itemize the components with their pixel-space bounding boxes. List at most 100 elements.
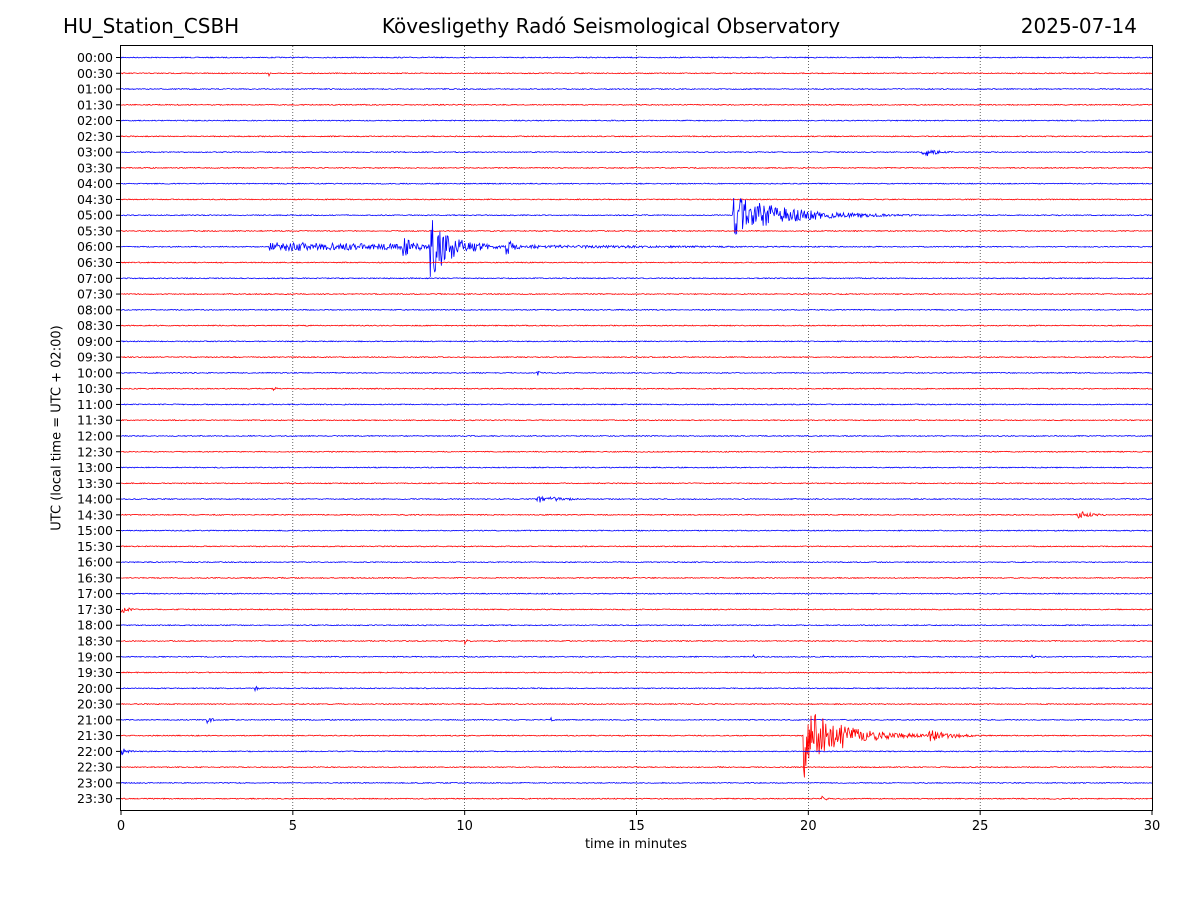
y-tick-label: 06:30: [77, 255, 113, 270]
x-tick-label: 30: [1144, 819, 1161, 834]
trace-1730: [120, 607, 1153, 613]
trace-1530: [120, 545, 1153, 548]
trace-1000: [120, 370, 1153, 376]
y-tick-label: 21:00: [77, 712, 113, 727]
trace-2300: [120, 781, 1153, 785]
trace-1100: [120, 403, 1153, 406]
trace-0400: [120, 182, 1152, 185]
trace-1200: [120, 434, 1153, 438]
trace-0000: [120, 56, 1153, 59]
trace-1800: [120, 624, 1153, 627]
y-tick-label: 10:30: [77, 381, 113, 396]
y-tick-label: 15:30: [77, 539, 113, 554]
trace-1600: [120, 560, 1153, 564]
trace-0430: [120, 198, 1153, 201]
trace-1330: [120, 482, 1153, 485]
y-tick-label: 04:00: [77, 176, 113, 191]
y-tick-label: 02:30: [77, 129, 113, 144]
y-tick-label: 01:00: [77, 82, 113, 97]
y-tick-label: 10:00: [77, 365, 113, 380]
trace-1630: [120, 576, 1153, 580]
axis-ticks: 0 5 10 15 20 25 30 00:0000:3001:0001:3002:0002:…: [77, 50, 1160, 834]
y-tick-label: 12:00: [77, 428, 113, 443]
y-tick-label: 23:30: [77, 791, 113, 806]
y-tick-label: 08:00: [77, 302, 113, 317]
trace-0200: [120, 119, 1153, 122]
trace-1500: [120, 529, 1153, 532]
y-tick-label: 07:00: [77, 271, 113, 286]
page-title: Kövesligethy Radó Seismological Observat…: [381, 14, 841, 38]
trace-0130: [120, 103, 1153, 106]
y-tick-label: 21:30: [77, 728, 113, 743]
trace-2100: [120, 716, 1153, 725]
trace-2130: [120, 714, 1153, 778]
trace-1700: [120, 592, 1153, 595]
trace-1430: [120, 510, 1153, 519]
trace-0900: [120, 340, 1153, 343]
trace-0730: [120, 292, 1153, 296]
y-tick-label: 13:00: [77, 460, 113, 475]
trace-0600: [120, 220, 1153, 277]
trace-2230: [120, 766, 1153, 769]
trace-0700: [120, 277, 1153, 280]
y-axis-label: UTC (local time = UTC + 02:00): [49, 325, 65, 531]
y-tick-label: 17:30: [77, 602, 113, 617]
y-tick-label: 06:00: [77, 239, 113, 254]
y-tick-label: 08:30: [77, 318, 113, 333]
y-tick-label: 03:30: [77, 160, 113, 175]
y-tick-label: 22:00: [77, 744, 113, 759]
y-tick-label: 16:30: [77, 570, 113, 585]
trace-2200: [120, 748, 1153, 756]
y-tick-label: 03:00: [77, 145, 113, 160]
trace-1300: [120, 466, 1153, 469]
trace-0830: [120, 324, 1153, 327]
y-tick-label: 09:00: [77, 334, 113, 349]
x-tick-label: 0: [117, 819, 125, 834]
y-tick-label: 16:00: [77, 555, 113, 570]
trace-1400: [120, 495, 1153, 503]
x-tick-label: 10: [456, 819, 473, 834]
y-tick-label: 00:00: [77, 50, 113, 65]
y-tick-label: 05:00: [77, 208, 113, 223]
y-tick-label: 23:00: [77, 775, 113, 790]
trace-lines: [120, 56, 1153, 801]
x-tick-label: 25: [972, 819, 989, 834]
y-tick-label: 18:00: [77, 618, 113, 633]
grid-lines: [292, 46, 981, 810]
y-tick-label: 01:30: [77, 97, 113, 112]
trace-0930: [120, 356, 1153, 359]
trace-2330: [120, 795, 1153, 801]
y-tick-label: 17:00: [77, 586, 113, 601]
y-tick-label: 09:30: [77, 350, 113, 365]
trace-0500: [120, 198, 1153, 236]
x-axis-label: time in minutes: [584, 837, 688, 852]
y-tick-label: 04:30: [77, 192, 113, 207]
y-tick-label: 20:30: [77, 697, 113, 712]
trace-2030: [120, 702, 1153, 706]
y-tick-label: 00:30: [77, 66, 113, 81]
y-tick-label: 19:00: [77, 649, 113, 664]
trace-1900: [120, 653, 1153, 659]
trace-1230: [120, 450, 1153, 453]
x-tick-label: 15: [628, 819, 645, 834]
trace-1830: [120, 638, 1153, 646]
trace-0300: [120, 149, 1153, 157]
y-tick-label: 22:30: [77, 760, 113, 775]
y-tick-label: 02:00: [77, 113, 113, 128]
trace-0530: [120, 229, 1153, 233]
trace-1130: [120, 419, 1153, 422]
y-tick-label: 14:30: [77, 507, 113, 522]
date-label: 2025-07-14: [1020, 14, 1137, 38]
trace-1930: [120, 671, 1153, 674]
y-tick-label: 05:30: [77, 223, 113, 238]
y-tick-label: 07:30: [77, 287, 113, 302]
y-tick-label: 20:00: [77, 681, 113, 696]
y-tick-label: 12:30: [77, 444, 113, 459]
y-tick-label: 15:00: [77, 523, 113, 538]
trace-0800: [120, 308, 1153, 311]
trace-2000: [120, 685, 1153, 693]
trace-1030: [120, 386, 1153, 392]
trace-0100: [120, 87, 1153, 91]
y-tick-label: 11:00: [77, 397, 113, 412]
